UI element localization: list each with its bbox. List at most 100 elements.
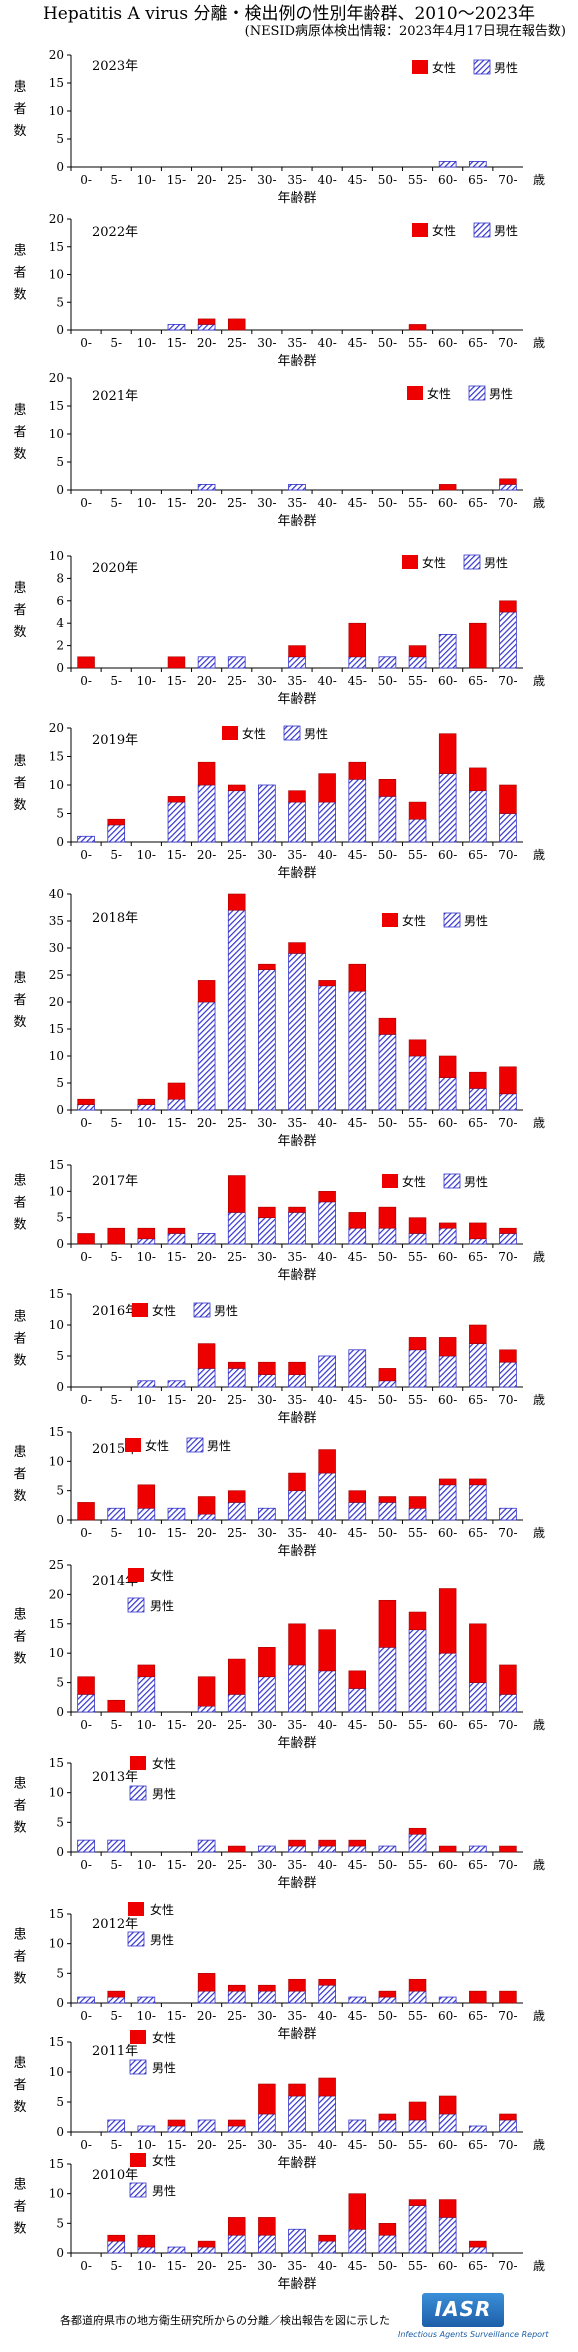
bar-female [107,1227,125,1245]
x-tick-label: 50- [378,2138,397,2152]
x-tick-label: 20- [197,848,216,862]
y-axis-label: 数 [13,1015,26,1030]
y-tick-label: 10 [49,427,64,441]
x-tick-label: 65- [468,496,487,510]
bar-male [197,1705,216,1713]
x-axis-unit: 歳 [533,2259,545,2273]
legend-swatch-male [283,725,301,741]
x-tick-label: 25- [227,1526,246,1540]
x-tick-label: 55- [408,1858,427,1872]
legend-swatch-female [402,555,418,569]
bar-female [227,1984,246,1992]
x-tick-label: 70- [498,1393,517,1407]
y-tick-label: 15 [49,1617,64,1631]
y-tick-label: 10 [49,1318,64,1332]
legend-label-female: 女性 [402,1174,426,1189]
bar-male [408,1507,427,1521]
bar-male [107,1996,126,2004]
bar-female [408,2101,427,2121]
x-tick-label: 40- [317,1250,336,1264]
bar-female [408,1496,427,1509]
y-tick-label: 15 [49,2157,64,2171]
y-tick-label: 0 [56,323,64,337]
x-tick-label: 0- [80,1250,92,1264]
x-tick-label: 40- [317,1393,336,1407]
x-tick-label: 5- [110,173,122,187]
bar-male [77,1104,95,1111]
bar-female [197,1496,216,1515]
y-tick-label: 15 [49,76,64,90]
chart-panel-11: 0 5 10 15 患者数 0- 5- 10- 15- 20- 25- 30- 35- 40- 45- 50-… [13,1756,545,1891]
y-tick-label: 30 [49,941,64,955]
bar-male [318,1472,336,1521]
bar-male [227,1502,246,1521]
x-tick-label: 65- [468,1393,487,1407]
x-tick-label: 5- [110,2138,122,2152]
bar-male [499,1361,517,1388]
x-tick-label: 65- [468,1526,487,1540]
bar-female [77,1233,95,1245]
bar-male [258,2234,276,2254]
bar-female [348,622,367,658]
bar-male [227,790,246,843]
x-tick-label: 15- [167,336,186,350]
bar-female [227,1361,246,1369]
y-tick-label: 10 [49,1049,64,1063]
x-tick-label: 10- [137,1718,156,1732]
bar-female [197,1973,216,1992]
bar-female [408,1611,427,1630]
y-axis-label: 数 [13,2222,26,2237]
x-tick-label: 25- [227,674,246,688]
y-tick-label: 0 [56,2246,64,2260]
legend-label-male: 男性 [464,1175,488,1189]
bar-male [107,2119,126,2133]
x-tick-label: 65- [468,848,487,862]
y-axis-label: 者 [13,993,26,1008]
x-tick-label: 70- [498,1858,517,1872]
x-axis-label: 年齢群 [277,2027,316,2042]
y-axis-label: 者 [13,1332,26,1347]
x-tick-label: 40- [317,2009,336,2023]
bar-female [288,1623,306,1666]
x-tick-label: 45- [348,2259,367,2273]
bar-female [499,1227,517,1234]
bar-female [378,1206,397,1229]
bar-male [227,1693,246,1713]
bar-female [77,1098,95,1105]
bar-female [469,1623,487,1683]
y-tick-label: 20 [49,48,64,62]
x-tick-label: 50- [378,1393,397,1407]
y-axis-label: 者 [13,603,26,618]
y-tick-label: 5 [56,132,64,146]
x-tick-label: 60- [438,1393,457,1407]
y-axis-label: 患 [13,581,26,596]
bar-male [137,1104,156,1111]
x-axis-unit: 歳 [533,848,545,862]
x-tick-label: 70- [498,2138,517,2152]
legend-swatch-female [130,2153,146,2167]
bar-male [438,1484,457,1521]
x-tick-label: 70- [498,496,517,510]
bar-female [378,2223,397,2236]
bar-female [107,1990,125,1998]
y-tick-label: 0 [56,661,64,675]
y-axis-label: 数 [13,2100,26,2115]
x-tick-label: 25- [227,173,246,187]
bar-male [77,1693,95,1713]
x-tick-label: 60- [438,173,457,187]
bar-male [197,2246,216,2254]
y-tick-label: 0 [56,835,64,849]
bar-female [348,2193,367,2230]
bar-male [258,1374,276,1388]
bar-female [167,796,186,803]
x-tick-label: 50- [378,1526,397,1540]
bar-female [408,801,427,820]
y-tick-label: 25 [49,968,64,982]
y-tick-label: 20 [49,371,64,385]
x-axis-unit: 歳 [533,1526,545,1540]
legend-swatch-female [130,1756,146,1770]
x-tick-label: 35- [287,1526,306,1540]
x-tick-label: 55- [408,1526,427,1540]
y-tick-label: 15 [49,1756,64,1770]
bar-female [77,1676,95,1695]
